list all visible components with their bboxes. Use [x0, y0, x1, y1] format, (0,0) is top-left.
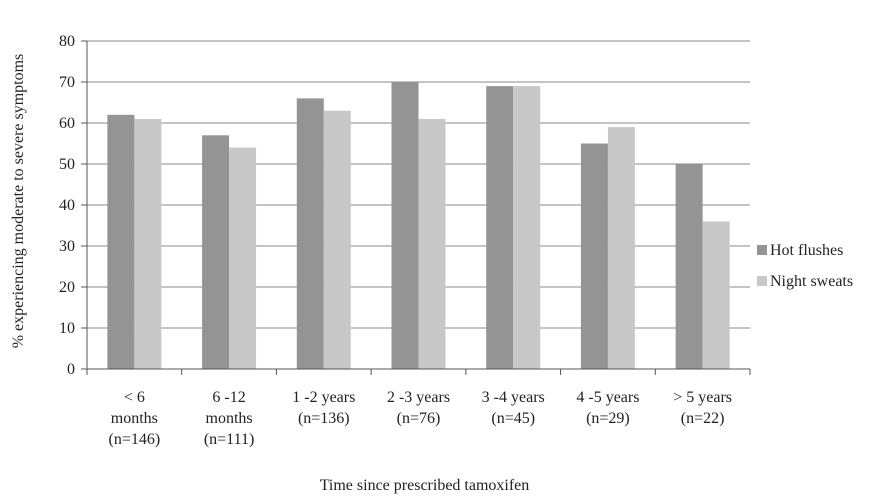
x-category-label-line: (n=146): [109, 431, 161, 448]
x-category-label: 6 -12 months (n=111): [204, 389, 255, 448]
x-category-label-line: 6 -12: [212, 389, 245, 406]
bar-night-sweats: [702, 221, 730, 369]
bar-night-sweats: [607, 127, 635, 369]
x-category-label-line: (n=29): [586, 410, 630, 427]
y-tick-label: 80: [59, 33, 75, 50]
bar-night-sweats: [323, 110, 351, 369]
legend-label: Hot flushes: [770, 242, 843, 259]
y-tick-label: 60: [59, 115, 75, 132]
y-tick-label: 10: [59, 320, 75, 337]
x-category-label-line: 3 -4 years: [482, 389, 545, 406]
legend: Hot flushes Night sweats: [757, 242, 853, 290]
x-category-label: 2 -3 years (n=76): [387, 389, 450, 427]
y-tick-labels: 0 10 20 30 40 50 60 70 80: [59, 33, 75, 378]
bars: [107, 82, 730, 370]
legend-swatch: [757, 245, 767, 255]
x-category-label-line: < 6: [124, 389, 145, 406]
x-category-label-line: months: [111, 410, 158, 427]
x-category-label-line: (n=45): [491, 410, 535, 427]
x-category-label-line: (n=136): [298, 410, 350, 427]
y-tick-label: 70: [59, 74, 75, 91]
bar-night-sweats: [513, 86, 541, 369]
bar-night-sweats: [418, 118, 446, 370]
x-category-labels: < 6 months (n=146) 6 -12 months (n=111) 1 -2 y…: [109, 389, 733, 448]
x-category-label: > 5 years (n=22): [673, 389, 732, 427]
y-axis-title: % experiencing moderate to severe sympto…: [10, 54, 27, 349]
x-category-label-line: 2 -3 years: [387, 389, 450, 406]
bar-hot-flushes: [296, 98, 324, 370]
x-category-label-line: > 5 years: [673, 389, 732, 406]
x-category-label-line: (n=111): [204, 431, 255, 448]
bar-hot-flushes: [486, 86, 514, 369]
x-category-label-line: 4 -5 years: [576, 389, 639, 406]
x-category-label: 4 -5 years (n=29): [576, 389, 639, 427]
x-category-label-line: (n=22): [681, 410, 725, 427]
bar-hot-flushes: [202, 135, 230, 369]
bar-night-sweats: [229, 147, 257, 369]
bar-hot-flushes: [675, 164, 703, 369]
y-tick-label: 40: [59, 197, 75, 214]
bar-hot-flushes: [580, 143, 608, 369]
x-category-label: < 6 months (n=146): [109, 389, 161, 448]
x-category-label-line: 1 -2 years: [292, 389, 355, 406]
y-tick-label: 20: [59, 279, 75, 296]
y-tick-label: 30: [59, 238, 75, 255]
y-tick-label: 50: [59, 156, 75, 173]
legend-label: Night sweats: [770, 273, 853, 290]
y-tick-label: 0: [67, 361, 75, 378]
x-category-label: 1 -2 years (n=136): [292, 389, 355, 427]
bar-hot-flushes: [391, 82, 419, 369]
legend-swatch: [757, 276, 767, 286]
x-category-label-line: (n=76): [397, 410, 441, 427]
axes: [81, 40, 751, 375]
bar-hot-flushes: [107, 114, 135, 369]
x-category-label-line: months: [206, 410, 253, 427]
x-category-label: 3 -4 years (n=45): [482, 389, 545, 427]
x-axis-title: Time since prescribed tamoxifen: [320, 477, 530, 494]
bar-night-sweats: [134, 118, 162, 370]
